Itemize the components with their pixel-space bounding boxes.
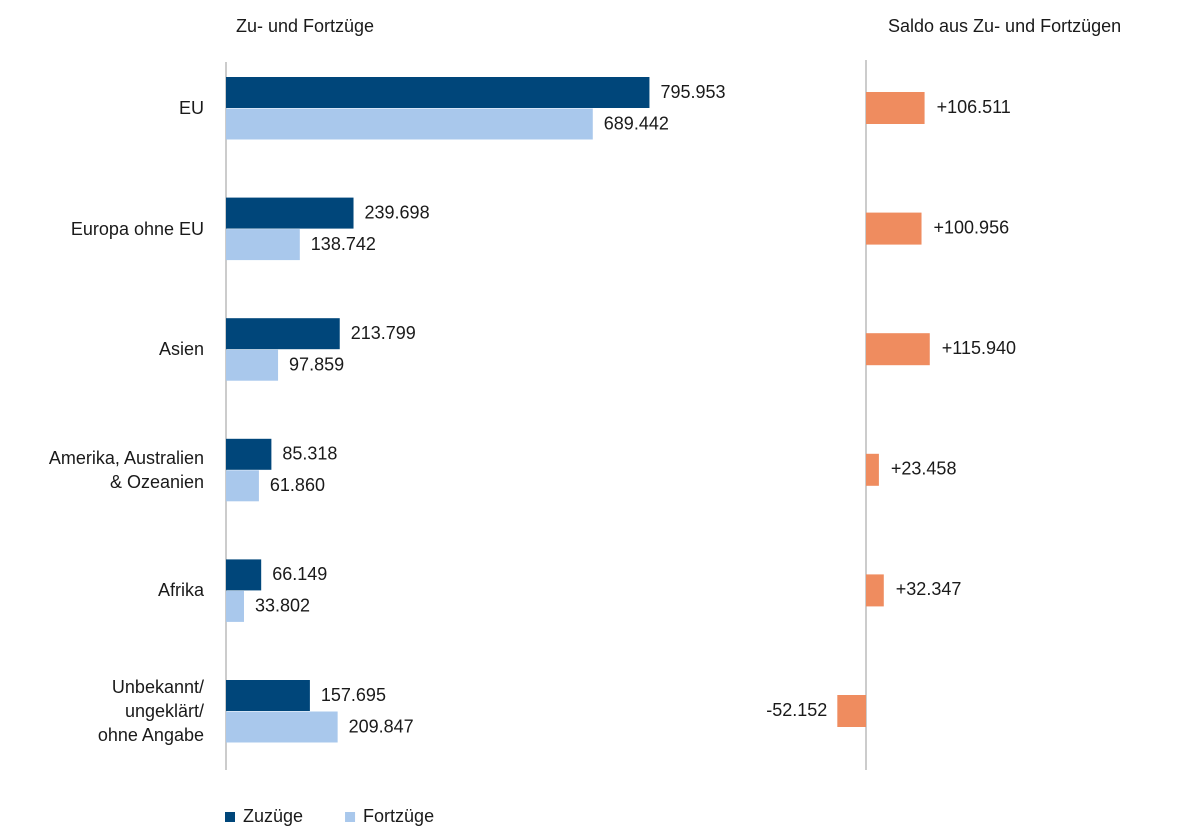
value-label: 209.847: [349, 716, 414, 736]
category-label: Amerika, Australien & Ozeanien: [48, 447, 204, 492]
bar: [226, 470, 259, 502]
bar: [866, 453, 879, 486]
value-label: 795.953: [660, 82, 725, 102]
bar: [226, 711, 338, 743]
legend-label: Fortzüge: [363, 806, 434, 826]
value-label: 97.859: [289, 354, 344, 374]
bar: [866, 574, 884, 607]
category-label: Unbekannt/ ungeklärt/ ohne Angabe: [97, 677, 204, 745]
bar: [866, 92, 925, 124]
value-label: 689.442: [604, 113, 669, 133]
value-label: 61.860: [270, 475, 325, 495]
bar: [866, 212, 922, 245]
bar: [226, 680, 310, 711]
value-label: -52.152: [766, 700, 827, 720]
value-label: +32.347: [896, 579, 962, 599]
bar: [226, 349, 279, 381]
legend-swatch: [225, 812, 235, 822]
bar: [226, 318, 340, 350]
category-label: Asien: [158, 339, 204, 360]
legend-label: Zuzüge: [243, 806, 303, 826]
bar: [226, 229, 300, 261]
legend-swatch: [345, 812, 356, 822]
value-label: +100.956: [934, 217, 1010, 237]
value-label: 66.149: [272, 564, 327, 584]
value-label: 85.318: [282, 444, 337, 464]
bar: [226, 559, 262, 591]
value-label: +115.940: [942, 338, 1016, 358]
category-label: Afrika: [157, 580, 204, 601]
value-label: 33.802: [255, 596, 310, 616]
value-label: 213.799: [351, 323, 416, 343]
value-label: +106.511: [937, 97, 1011, 117]
value-label: 138.742: [311, 234, 376, 254]
category-label: EU: [178, 98, 204, 118]
bar: [226, 108, 593, 140]
value-label: 239.698: [365, 202, 430, 222]
bar: [226, 590, 244, 622]
bar: [226, 197, 354, 229]
bar: [226, 77, 650, 108]
value-label: 157.695: [321, 685, 386, 705]
value-label: +23.458: [891, 459, 957, 479]
bar: [226, 438, 272, 470]
chart-title: Saldo aus Zu- und Fortzügen: [888, 16, 1121, 36]
chart-title: Zu- und Fortzüge: [236, 16, 374, 36]
category-label: Europa ohne EU: [70, 218, 204, 239]
bar: [837, 695, 866, 727]
bar: [866, 333, 930, 366]
